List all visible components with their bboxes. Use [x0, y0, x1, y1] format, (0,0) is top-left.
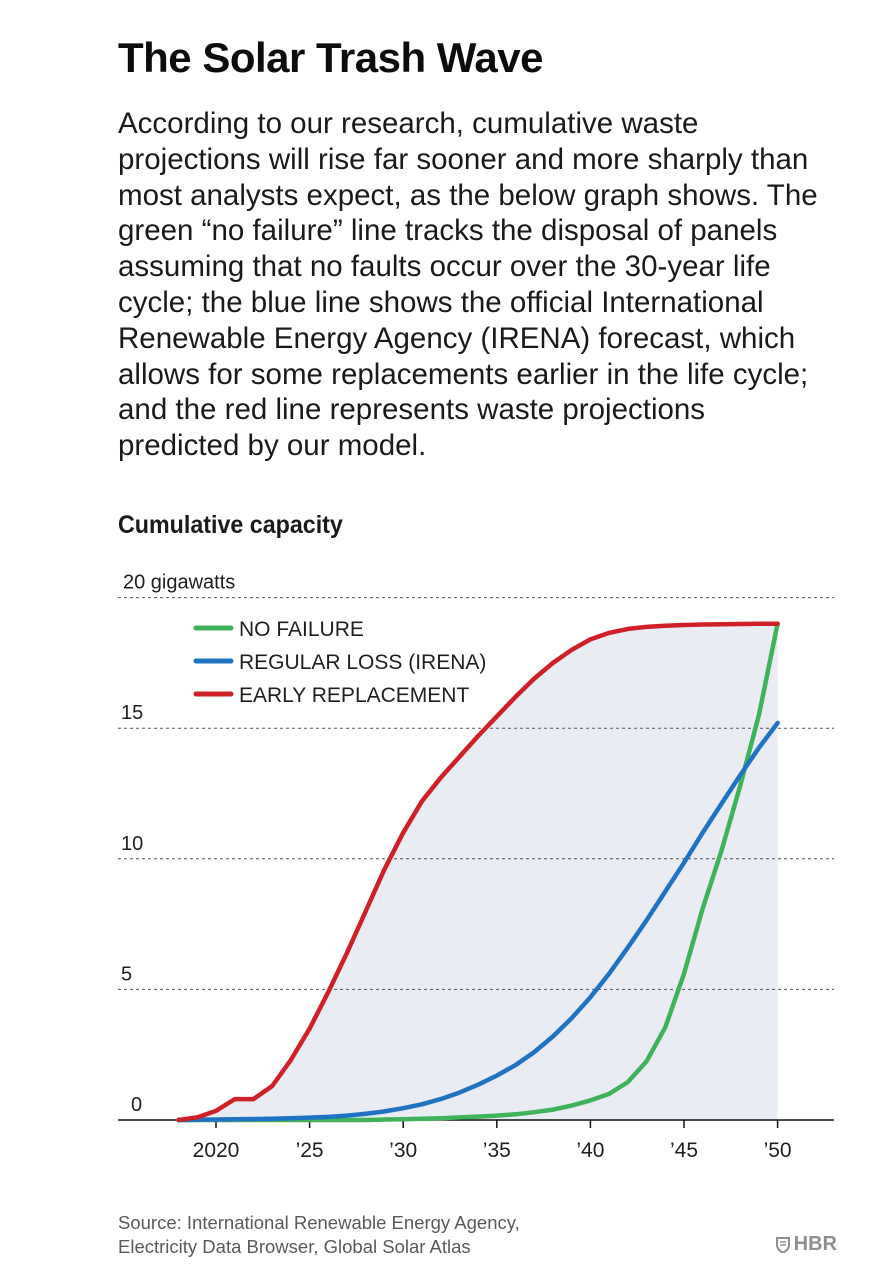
intro-line: projections will rise far sooner and mor…	[118, 142, 809, 176]
y-tick-label: 15	[121, 702, 143, 724]
hbr-wordmark: HBR	[793, 1233, 837, 1255]
legend-label: NO FAILURE	[239, 618, 364, 641]
x-tick-label: ’40	[576, 1139, 604, 1162]
intro-line: allows for some replacements earlier in …	[118, 357, 809, 391]
intro-line: cycle; the blue line shows the official …	[118, 285, 764, 319]
intro-line: According to our research, cumulative wa…	[118, 107, 699, 140]
y-tick-label: 5	[121, 963, 132, 985]
x-tick-label: ’45	[670, 1139, 698, 1162]
x-tick-label: 2020	[193, 1139, 240, 1162]
intro-line: Renewable Energy Agency (IRENA) forecast…	[118, 321, 796, 355]
cumulative-capacity-chart: 0 5 10 15 20 gigawatts 2020 ’25 ’30 ’35 ’40 ’45 ’5…	[118, 572, 834, 1162]
series-line-early-replacement	[176, 621, 780, 1123]
y-tick-label: 10	[121, 833, 143, 855]
chart-title: Cumulative capacity	[118, 511, 343, 539]
intro-line: and the red line represents waste projec…	[118, 393, 706, 427]
x-tick-label: ’25	[296, 1139, 324, 1162]
intro-line: green “no failure” line tracks the dispo…	[118, 214, 778, 248]
intro-line: predicted by our model.	[118, 429, 427, 463]
y-tick-label: 20 gigawatts	[123, 572, 235, 594]
intro-paragraph: According to our research, cumulative wa…	[118, 106, 838, 464]
y-tick-label: 0	[131, 1094, 142, 1116]
legend-label: REGULAR LOSS (IRENA)	[239, 651, 486, 674]
intro-line: most analysts expect, as the below graph…	[118, 178, 818, 212]
x-tick-label: ’35	[483, 1139, 511, 1162]
source-line: Electricity Data Browser, Global Solar A…	[118, 1236, 471, 1257]
series-line-regular-loss-irena	[176, 720, 780, 1123]
legend-label: EARLY REPLACEMENT	[239, 684, 469, 707]
intro-line: assuming that no faults occur over the 3…	[118, 250, 771, 284]
source-note: Source: International Renewable Energy A…	[118, 1211, 520, 1259]
page-title: The Solar Trash Wave	[118, 34, 543, 81]
x-tick-label: ’30	[389, 1139, 417, 1162]
x-tick-label: ’50	[764, 1139, 792, 1162]
hbr-shield-icon	[775, 1236, 790, 1253]
hbr-logo: HBR	[775, 1233, 837, 1256]
source-line: Source: International Renewable Energy A…	[118, 1212, 520, 1233]
